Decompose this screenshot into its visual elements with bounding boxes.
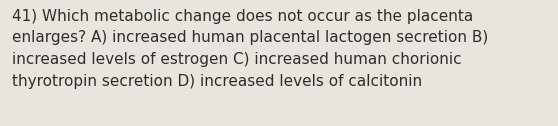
Text: 41) Which metabolic change does not occur as the placenta
enlarges? A) increased: 41) Which metabolic change does not occu… (12, 9, 488, 89)
